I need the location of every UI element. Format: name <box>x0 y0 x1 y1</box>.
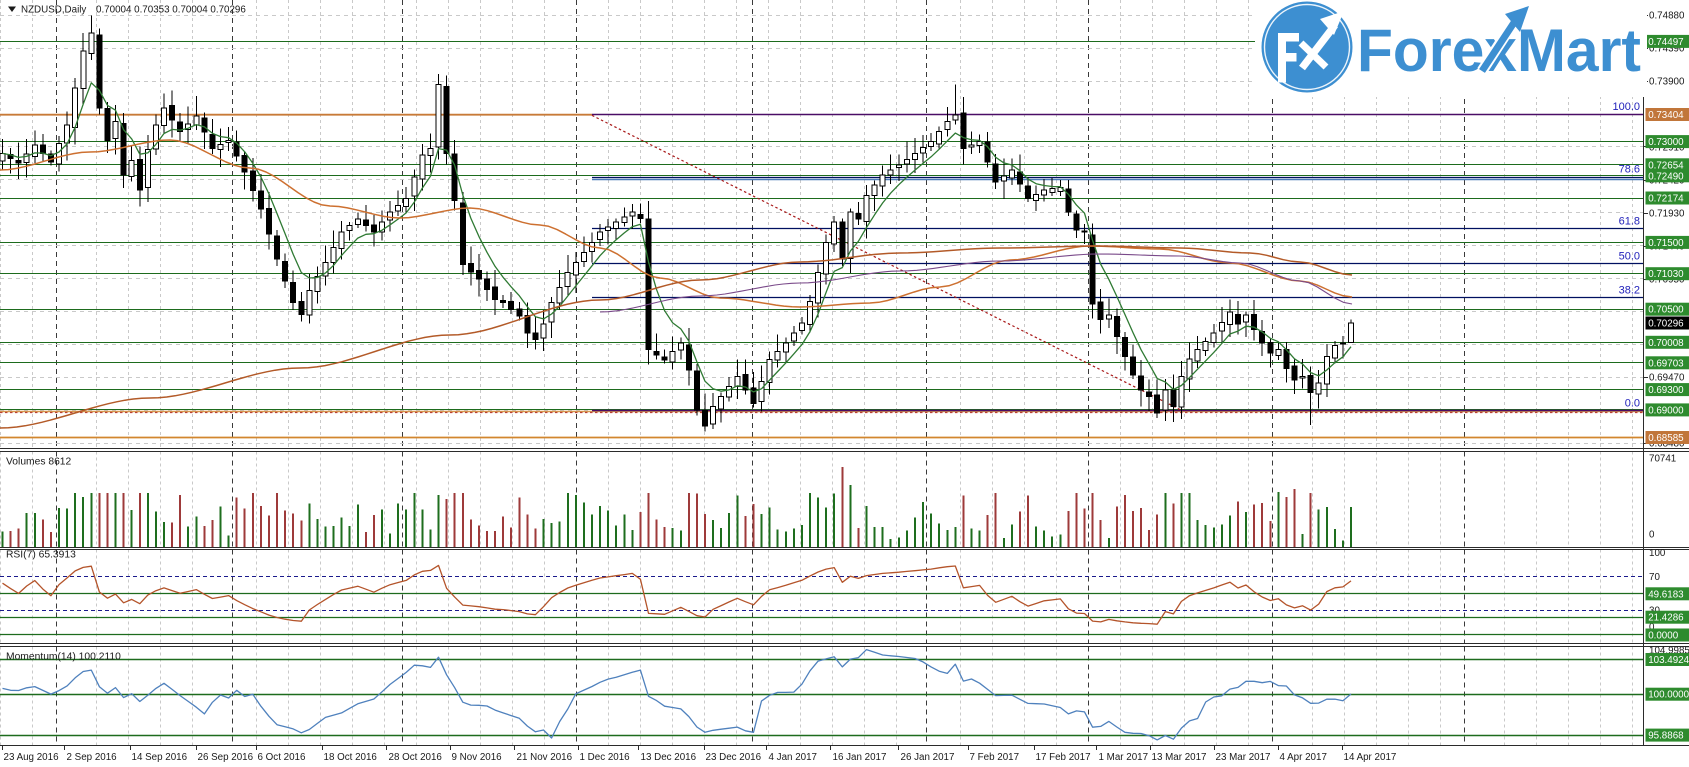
svg-text:0.0: 0.0 <box>1625 398 1640 410</box>
svg-text:70741: 70741 <box>1649 453 1676 464</box>
svg-text:28 Oct 2016: 28 Oct 2016 <box>389 752 443 763</box>
svg-text:38.2: 38.2 <box>1619 285 1640 297</box>
svg-text:0.74390: 0.74390 <box>1649 44 1685 55</box>
svg-text:21.4286: 21.4286 <box>1648 613 1684 624</box>
svg-text:0.71930: 0.71930 <box>1649 209 1685 220</box>
svg-text:0.74880: 0.74880 <box>1649 11 1685 22</box>
svg-text:18 Oct 2016: 18 Oct 2016 <box>324 752 378 763</box>
svg-text:100.0: 100.0 <box>1612 101 1640 113</box>
svg-text:4 Apr 2017: 4 Apr 2017 <box>1280 752 1327 763</box>
svg-text:26 Sep 2016: 26 Sep 2016 <box>198 752 254 763</box>
svg-text:0: 0 <box>1649 529 1655 540</box>
svg-text:70: 70 <box>1649 572 1660 583</box>
svg-text:6 Oct 2016: 6 Oct 2016 <box>258 752 306 763</box>
svg-text:23 Mar 2017: 23 Mar 2017 <box>1216 752 1271 763</box>
svg-text:0.69300: 0.69300 <box>1648 385 1684 396</box>
svg-text:0: 0 <box>1649 622 1655 633</box>
svg-text:95.8868: 95.8868 <box>1648 731 1684 742</box>
svg-text:0.74497: 0.74497 <box>1648 37 1683 48</box>
svg-text:1 Dec 2016: 1 Dec 2016 <box>580 752 631 763</box>
svg-text:0.69470: 0.69470 <box>1649 373 1685 384</box>
svg-text:13 Dec 2016: 13 Dec 2016 <box>641 752 697 763</box>
svg-text:50.0: 50.0 <box>1619 251 1640 263</box>
svg-text:26 Jan 2017: 26 Jan 2017 <box>901 752 955 763</box>
svg-text:0.70004 0.70353 0.70004 0.7029: 0.70004 0.70353 0.70004 0.70296 <box>96 5 246 16</box>
svg-text:2 Sep 2016: 2 Sep 2016 <box>67 752 118 763</box>
svg-text:14 Apr 2017: 14 Apr 2017 <box>1344 752 1397 763</box>
svg-text:104.9985: 104.9985 <box>1649 645 1689 656</box>
svg-text:1 Mar 2017: 1 Mar 2017 <box>1099 752 1149 763</box>
svg-text:23 Aug 2016: 23 Aug 2016 <box>4 752 60 763</box>
svg-text:0.72654: 0.72654 <box>1648 160 1684 171</box>
svg-text:NZDUSD,Daily: NZDUSD,Daily <box>21 5 86 16</box>
svg-text:0.71030: 0.71030 <box>1648 269 1684 280</box>
svg-text:0.70296: 0.70296 <box>1648 319 1684 330</box>
svg-text:0.73900: 0.73900 <box>1649 77 1685 88</box>
svg-text:0.68585: 0.68585 <box>1648 433 1684 444</box>
svg-text:14 Sep 2016: 14 Sep 2016 <box>132 752 188 763</box>
svg-text:0.72490: 0.72490 <box>1648 171 1684 182</box>
svg-text:Momentum(14) 100.2110: Momentum(14) 100.2110 <box>6 652 121 663</box>
svg-text:RSI(7) 65.3913: RSI(7) 65.3913 <box>6 550 76 561</box>
svg-text:7 Feb 2017: 7 Feb 2017 <box>970 752 1020 763</box>
svg-text:21 Nov 2016: 21 Nov 2016 <box>517 752 573 763</box>
svg-text:100.0000: 100.0000 <box>1648 690 1689 701</box>
svg-text:49.6183: 49.6183 <box>1648 589 1684 600</box>
svg-text:100: 100 <box>1649 548 1666 559</box>
svg-text:Volumes 8612: Volumes 8612 <box>6 457 72 468</box>
svg-text:9 Nov 2016: 9 Nov 2016 <box>452 752 503 763</box>
svg-text:0.70500: 0.70500 <box>1648 305 1684 316</box>
svg-text:0.0000: 0.0000 <box>1648 631 1679 642</box>
svg-text:103.4924: 103.4924 <box>1648 655 1689 666</box>
svg-text:0.71500: 0.71500 <box>1648 238 1684 249</box>
svg-text:78.6: 78.6 <box>1619 164 1640 176</box>
svg-text:16 Jan 2017: 16 Jan 2017 <box>833 752 887 763</box>
svg-text:0.72174: 0.72174 <box>1648 194 1684 205</box>
svg-text:61.8: 61.8 <box>1619 216 1640 228</box>
svg-text:0.69703: 0.69703 <box>1648 358 1684 369</box>
svg-text:13 Mar 2017: 13 Mar 2017 <box>1152 752 1207 763</box>
svg-text:23 Dec 2016: 23 Dec 2016 <box>706 752 762 763</box>
svg-text:0.69000: 0.69000 <box>1648 405 1684 416</box>
svg-text:0.73000: 0.73000 <box>1648 137 1684 148</box>
svg-text:0.70008: 0.70008 <box>1648 338 1684 349</box>
svg-text:0.73404: 0.73404 <box>1648 110 1684 121</box>
svg-text:17 Feb 2017: 17 Feb 2017 <box>1036 752 1091 763</box>
svg-text:4 Jan 2017: 4 Jan 2017 <box>769 752 817 763</box>
